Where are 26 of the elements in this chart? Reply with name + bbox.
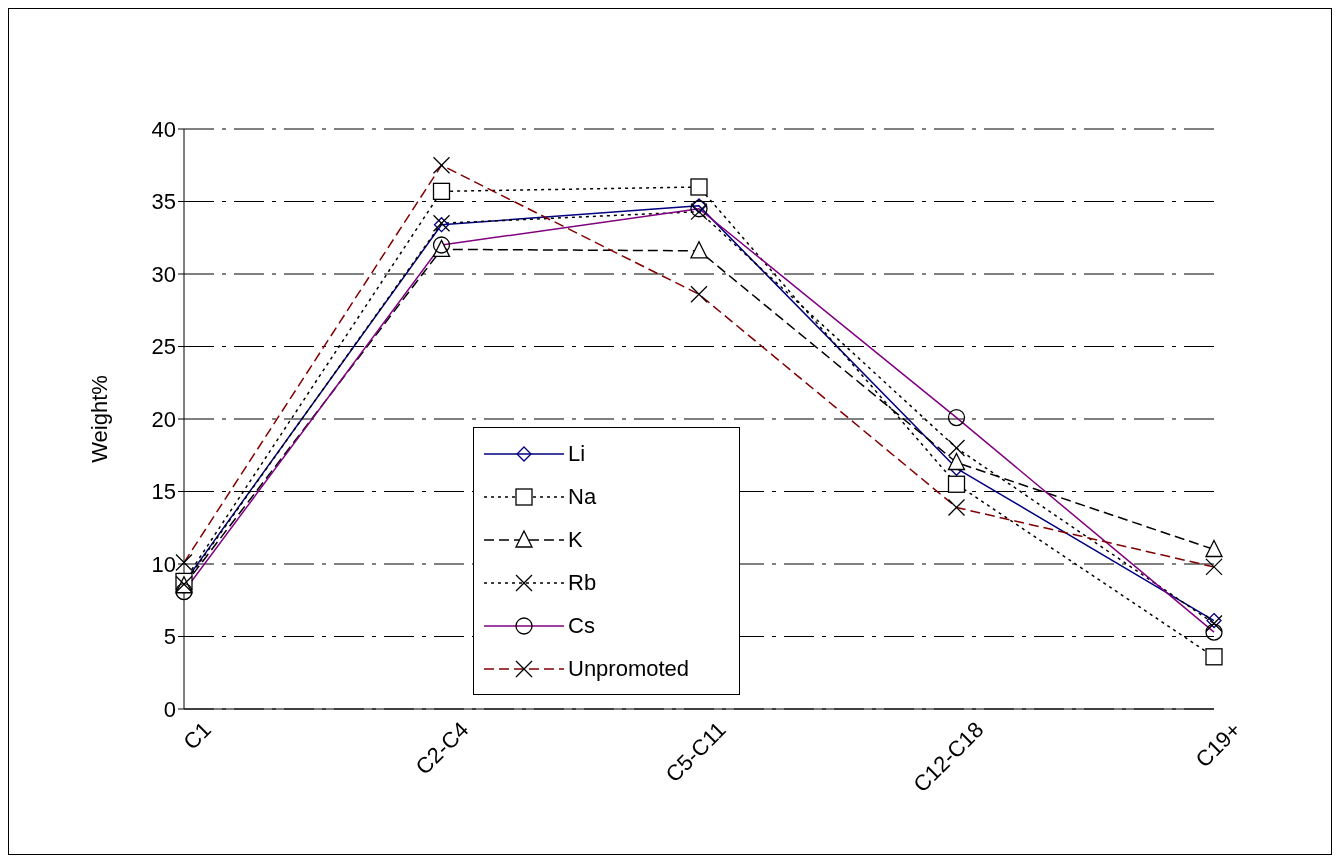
point [690,178,708,196]
x-tick-label: C1 [178,717,216,755]
point [690,241,708,259]
y-tick-label: 15 [151,479,176,505]
y-axis-title: Weight% [86,375,112,463]
point [1206,612,1222,629]
legend-label: Rb [568,569,597,596]
y-tick-label: 40 [151,116,176,142]
point [947,475,966,493]
y-tick-label: 10 [151,551,176,577]
legend-label: K [568,526,583,553]
point [947,452,966,471]
y-tick-label: 20 [151,406,176,432]
y-tick-label: 35 [151,189,176,215]
point [432,182,451,200]
y-tick-label: 25 [151,334,176,360]
point [691,198,707,214]
y-tick-label: 0 [163,696,176,722]
point [1205,539,1223,558]
legend-label: Unpromoted [568,655,690,682]
legend-label: Cs [568,612,595,639]
point [1205,648,1223,666]
y-tick-label: 5 [163,624,176,650]
y-tick-label: 30 [151,261,176,287]
legend-label: Na [568,483,597,510]
legend-label: Li [568,440,586,467]
